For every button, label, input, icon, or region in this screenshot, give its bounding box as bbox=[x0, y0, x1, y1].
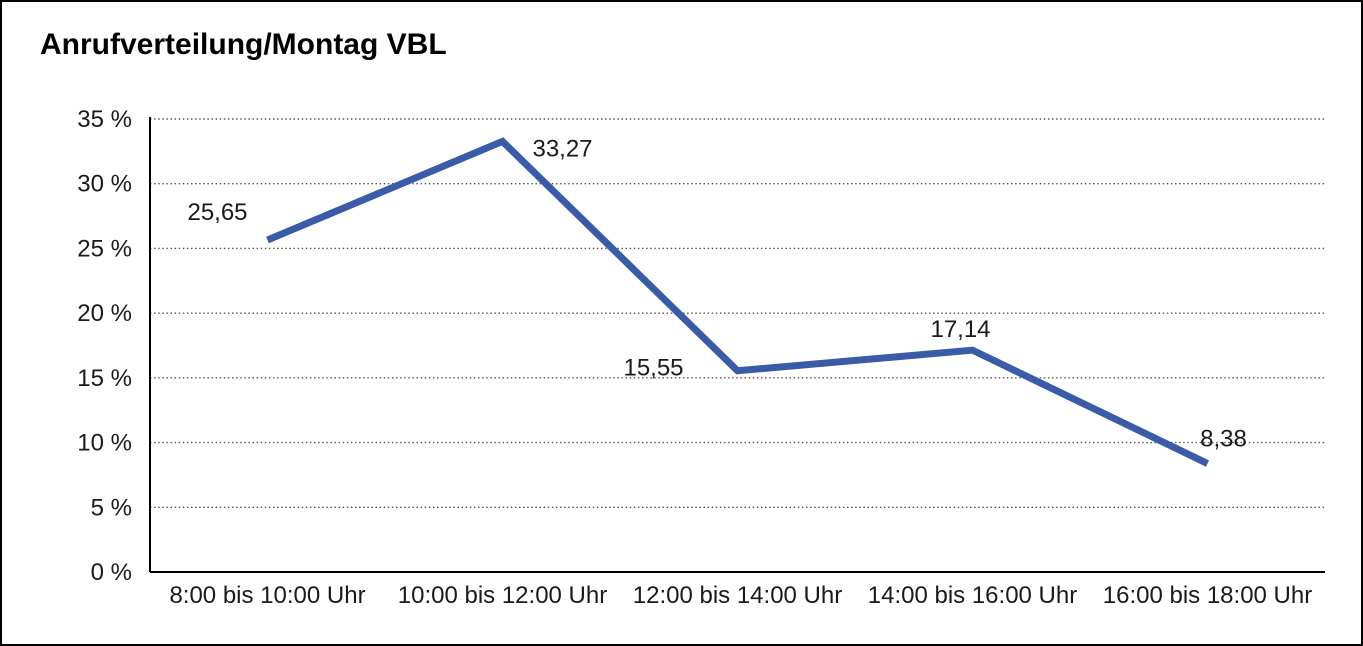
data-point-label: 8,38 bbox=[1200, 426, 1247, 453]
x-category-label: 8:00 bis 10:00 Uhr bbox=[169, 582, 365, 609]
chart-title: Anrufverteilung/Montag VBL bbox=[40, 28, 447, 61]
data-point-label: 17,14 bbox=[930, 316, 990, 343]
y-tick-label: 0 % bbox=[91, 559, 132, 586]
data-point-label: 33,27 bbox=[532, 135, 592, 162]
y-tick-label: 15 % bbox=[77, 365, 132, 392]
x-category-label: 12:00 bis 14:00 Uhr bbox=[633, 582, 842, 609]
x-category-label: 10:00 bis 12:00 Uhr bbox=[398, 582, 607, 609]
x-category-label: 16:00 bis 18:00 Uhr bbox=[1103, 582, 1312, 609]
x-category-label: 14:00 bis 16:00 Uhr bbox=[868, 582, 1077, 609]
y-tick-label: 30 % bbox=[77, 171, 132, 198]
y-tick-label: 25 % bbox=[77, 235, 132, 262]
data-point-label: 25,65 bbox=[187, 199, 247, 226]
y-tick-label: 20 % bbox=[77, 300, 132, 327]
y-tick-label: 10 % bbox=[77, 430, 132, 457]
y-tick-label: 5 % bbox=[91, 494, 132, 521]
data-point-label: 15,55 bbox=[623, 355, 683, 382]
series-line bbox=[266, 137, 1210, 467]
y-tick-label: 35 % bbox=[77, 106, 132, 133]
